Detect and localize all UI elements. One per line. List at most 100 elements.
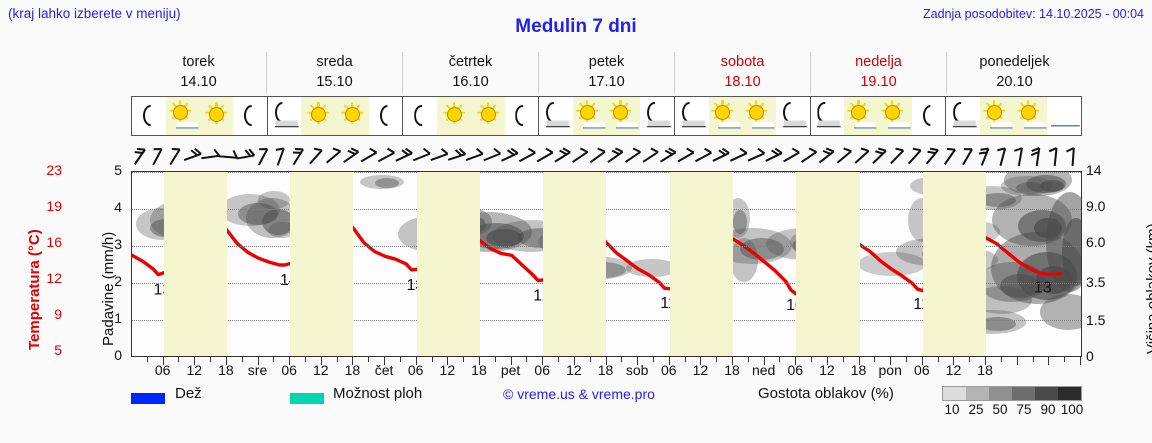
icon-day-1 [266,97,403,135]
moon-icon [405,101,435,131]
day-date: 14.10 [180,74,217,90]
wind-barb [572,147,589,163]
density-tick-4: 90 [1040,402,1056,417]
wind-barb-strip [131,137,1082,171]
temperature-axis-title: Temperatura (°C) [26,229,43,350]
day-date: 18.10 [724,74,761,90]
x-axis-label: 06 [281,362,297,378]
icon-day-6 [945,97,1081,135]
day-name: sreda [316,54,353,70]
sun-cloud-icon [575,100,606,131]
x-tick [921,357,923,365]
x-tick [732,357,734,365]
day-date: 15.10 [316,74,353,90]
icon-slot [1013,97,1048,135]
icon-slot [912,97,946,135]
cloud-density-blob [375,178,399,188]
wind-barb [943,147,956,165]
icon-day-3 [538,97,674,135]
day-header-row: torek 14.10 sreda 15.10 četrtek 16.10 petek 17.… [131,52,1082,94]
density-swatch-5 [1058,387,1081,400]
wind-barb [483,147,501,162]
daylight-band-4 [669,172,734,356]
x-axis-label: 18 [724,362,740,378]
icon-slot [335,97,369,135]
wind-barb [257,148,269,166]
copyright-link[interactable]: © vreme.us & vreme.pro [503,386,655,402]
precipitation-tick-5: 0 [114,347,122,363]
x-tick [399,357,401,362]
density-swatch-4 [1035,387,1058,400]
icon-slot [165,97,200,135]
moon-cloud-icon [642,101,672,131]
day-name: nedelja [855,54,902,70]
wind-barb [554,147,571,163]
gridline-0 [132,172,1081,173]
icon-day-2 [402,97,538,135]
x-tick [225,357,227,365]
density-tick-1: 25 [968,402,984,417]
x-tick [1000,357,1002,362]
density-tick-5: 100 [1060,402,1084,417]
day-header-0: torek 14.10 [131,52,266,94]
x-tick [684,357,686,362]
icon-slot [403,97,437,135]
x-tick [320,357,322,365]
wind-barb [292,148,304,166]
x-tick [384,357,386,365]
temperature-tick-4: 9 [54,306,62,322]
wind-barb [275,147,285,166]
rain-swatch [131,393,165,404]
wind-barb [925,147,939,165]
x-tick [700,357,702,365]
wind-barb [624,147,641,163]
x-tick [194,357,196,365]
cloud-density-blob [1000,274,1040,298]
cloud-height-tick-2: 6.0 [1086,234,1106,250]
precipitation-tick-4: 1 [114,310,122,326]
cloud-density-blob [262,209,294,235]
day-header-1: sreda 15.10 [266,52,402,94]
day-header-2: četrtek 16.10 [402,52,538,94]
wind-barb [169,148,181,166]
day-name: torek [182,54,215,70]
wind-barb [997,147,1007,166]
temperature-tick-0: 23 [46,162,62,178]
x-axis-label: 12 [819,362,835,378]
sun-icon [337,101,367,131]
cloud-density-blob [980,193,1016,207]
cloud-density-blob [1062,218,1081,286]
showers-swatch [290,393,324,404]
x-tick [542,357,544,365]
wind-barb [607,147,624,163]
icon-slot [572,97,607,135]
x-tick [304,357,306,362]
density-swatch-0 [943,387,966,400]
wind-barb [765,147,783,162]
sun-icon [439,101,469,131]
x-tick [210,357,212,362]
density-tick-3: 75 [1016,402,1032,417]
x-tick [494,357,496,362]
x-axis-label: 12 [439,362,456,378]
moon-cloud-icon [948,101,978,131]
wind-barb [712,147,730,162]
x-tick [146,357,148,362]
cloud-height-tick-5: 0 [1086,348,1094,364]
x-tick [336,357,338,362]
density-swatch-1 [966,387,989,400]
icon-slot [233,97,267,135]
icon-slot [470,97,505,135]
x-tick [352,357,354,365]
cloud-density-blob [258,191,290,209]
wind-barb [343,147,360,163]
wind-barb [747,147,766,162]
wind-barb [465,147,484,162]
sun-icon [473,101,503,131]
wind-barb [589,147,606,164]
cloud-density-legend-title: Gostota oblakov (%) [758,385,894,402]
icon-day-5 [809,97,946,135]
wind-barb [1066,147,1075,167]
x-tick [257,357,259,365]
x-tick [289,357,291,365]
